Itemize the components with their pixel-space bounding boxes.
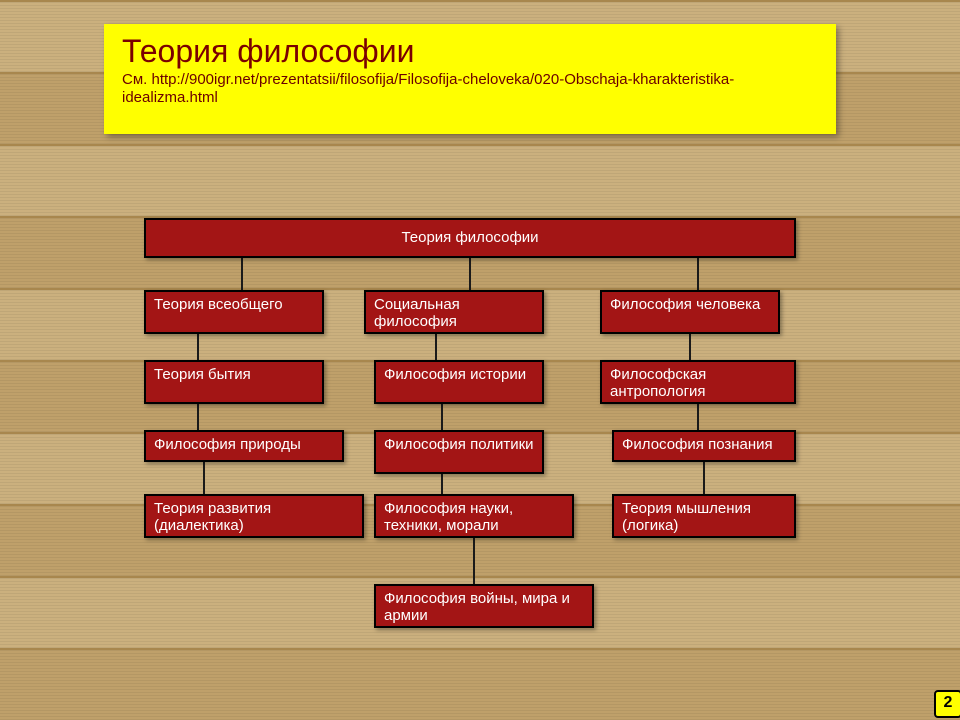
node-label: Философия природы xyxy=(154,436,301,453)
node-label: Социальная философия xyxy=(374,296,534,331)
node-c1_r2: Теория бытия xyxy=(144,360,324,404)
connector xyxy=(441,474,443,494)
node-c2_r5: Философия войны, мира и армии xyxy=(374,584,594,628)
node-c3: Философия человека xyxy=(600,290,780,334)
slide-stage: Теория философии См. http://900igr.net/p… xyxy=(0,0,960,720)
connector xyxy=(697,258,699,290)
title-banner: Теория философии См. http://900igr.net/p… xyxy=(104,24,836,134)
connector xyxy=(697,404,699,430)
connector xyxy=(703,462,705,494)
title-text: Теория философии xyxy=(122,34,818,69)
page-number-badge: 2 xyxy=(934,690,960,718)
connector xyxy=(473,538,475,584)
connector xyxy=(441,404,443,430)
node-label: Философия политики xyxy=(384,436,534,453)
node-label: Теория мышления (логика) xyxy=(622,500,786,535)
node-c2_r4: Философия науки, техники, морали xyxy=(374,494,574,538)
node-c2_r2: Философия истории xyxy=(374,360,544,404)
connector xyxy=(435,334,437,360)
connector xyxy=(689,334,691,360)
node-label: Философия науки, техники, морали xyxy=(384,500,564,535)
node-c1: Теория всеобщего xyxy=(144,290,324,334)
page-number-text: 2 xyxy=(944,694,953,711)
node-c2_r3: Философия политики xyxy=(374,430,544,474)
node-c1_r3: Философия природы xyxy=(144,430,344,462)
node-root: Теория философии xyxy=(144,218,796,258)
node-c1_r4: Теория развития (диалектика) xyxy=(144,494,364,538)
node-label: Философия человека xyxy=(610,296,760,313)
connector xyxy=(197,404,199,430)
node-c3_r4: Теория мышления (логика) xyxy=(612,494,796,538)
node-c3_r2: Философская антропология xyxy=(600,360,796,404)
node-label: Философия познания xyxy=(622,436,773,453)
node-label: Теория бытия xyxy=(154,366,251,383)
subtitle-text: См. http://900igr.net/prezentatsii/filos… xyxy=(122,71,818,107)
node-c2: Социальная философия xyxy=(364,290,544,334)
node-label: Теория всеобщего xyxy=(154,296,283,313)
node-label: Теория развития (диалектика) xyxy=(154,500,354,535)
connector xyxy=(241,258,243,290)
connector xyxy=(203,462,205,494)
node-label: Философская антропология xyxy=(610,366,786,401)
connector xyxy=(469,258,471,290)
node-label: Философия истории xyxy=(384,366,526,383)
node-label: Теория философии xyxy=(401,229,538,246)
node-label: Философия войны, мира и армии xyxy=(384,590,584,625)
node-c3_r3: Философия познания xyxy=(612,430,796,462)
connector xyxy=(197,334,199,360)
